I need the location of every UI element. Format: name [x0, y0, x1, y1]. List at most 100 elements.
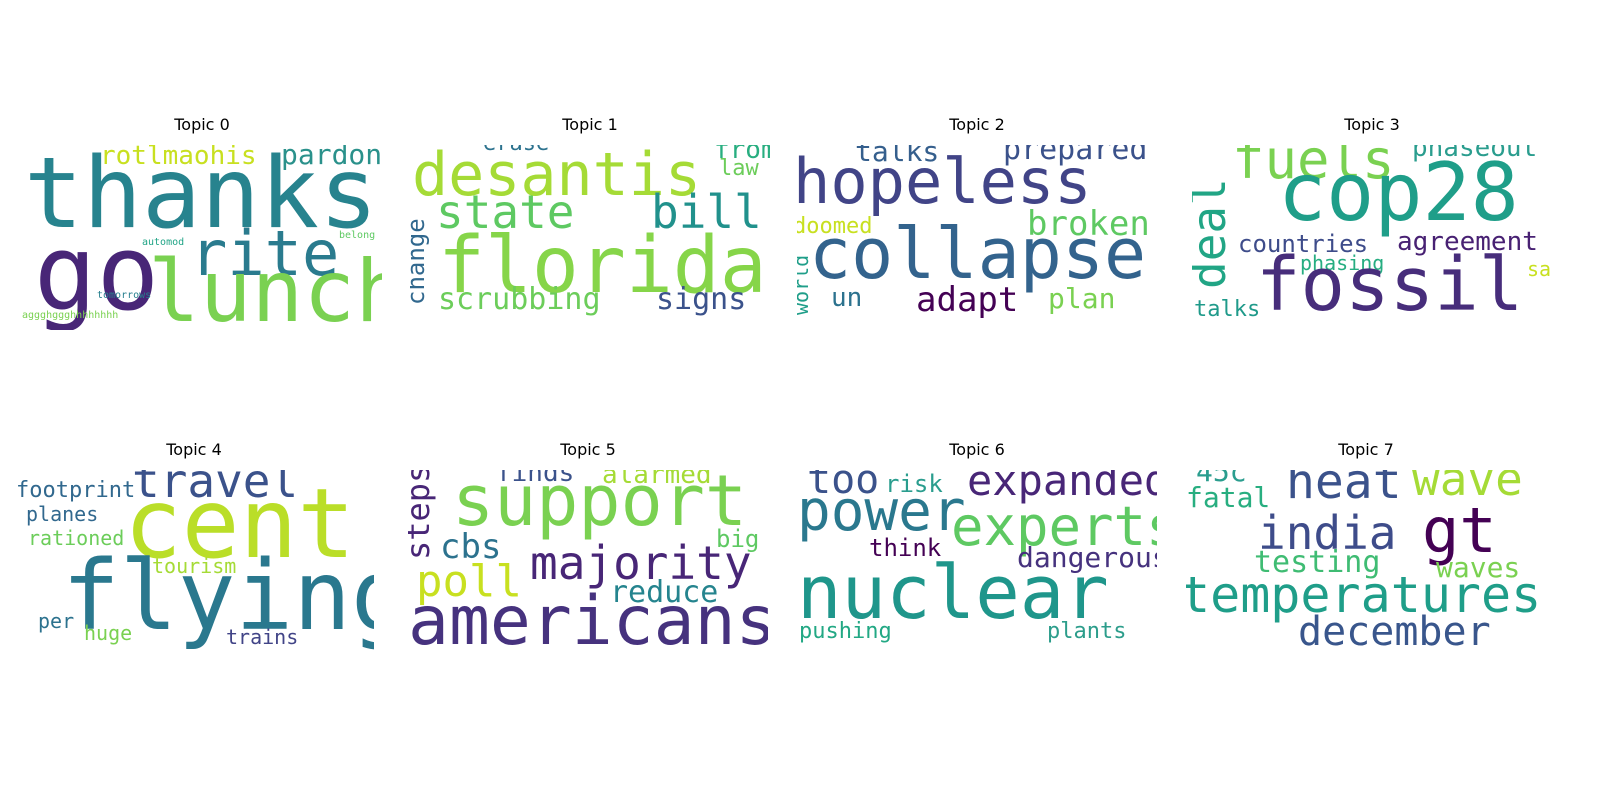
panel-title: Topic 3 [1344, 115, 1400, 134]
cloud-word: change [410, 218, 430, 305]
cloud-word: wave [1412, 470, 1523, 506]
cloud-word: 45c [1196, 470, 1247, 488]
cloud-word: aggghggghhhhhhhh [22, 310, 119, 321]
cloud-word: broken [1027, 204, 1150, 244]
cloud-word: scrubbing [438, 282, 601, 317]
cloud-word: steps [408, 470, 437, 560]
cloud-word: rotlmaohis [100, 145, 257, 171]
cloud-word: from [714, 145, 770, 165]
cloud-word: pardon [281, 145, 382, 171]
word-cloud: thanks go rite lunch rotlmaohis pardon a… [22, 145, 382, 330]
panel-title: Topic 6 [949, 440, 1005, 459]
cloud-word: prepared [1003, 145, 1148, 167]
cloud-word: temperatures [1186, 566, 1542, 624]
cloud-word: doomed [797, 214, 873, 239]
cloud-word: dangerous [1017, 541, 1157, 574]
word-cloud: hopeless collapse talks prepared broken … [797, 145, 1157, 330]
cloud-word: alarmed [602, 470, 712, 490]
cloud-word: state [436, 185, 575, 239]
cloud-word: fossil [1256, 242, 1524, 328]
topic-panel-3: Topic 3 fuels cop28 deal phaseout countr… [1192, 115, 1552, 330]
cloud-word: thanks [24, 145, 379, 251]
topic-panel-4: Topic 4 travel cent flying footprint pla… [14, 440, 374, 655]
cloud-word: poll [416, 556, 522, 607]
cloud-word: tomorrows [97, 290, 152, 301]
panel-title: Topic 2 [949, 115, 1005, 134]
cloud-word: automod [142, 237, 185, 248]
cloud-word: belong [339, 230, 376, 241]
panel-title: Topic 7 [1338, 440, 1394, 459]
cloud-word: go [34, 212, 160, 330]
cloud-word: nuclear [797, 550, 1109, 636]
cloud-word: lunch [148, 242, 382, 330]
cloud-word: waves [1436, 551, 1521, 584]
topic-panel-2: Topic 2 hopeless collapse talks prepared… [797, 115, 1157, 330]
cloud-word: world [797, 254, 813, 315]
cloud-word: plan [1048, 282, 1116, 315]
cloud-word: plants [1047, 619, 1127, 644]
cloud-word: too [807, 470, 880, 503]
cloud-word: phasing [1300, 251, 1385, 275]
word-cloud: support steps finds alarmed big cbs majo… [408, 470, 768, 655]
cloud-word: un [831, 283, 863, 313]
word-cloud: fuels cop28 deal phaseout countries agre… [1192, 145, 1552, 330]
topic-panel-7: Topic 7 45c fatal heat wave india gt tes… [1186, 440, 1546, 655]
cloud-word: adapt [916, 280, 1019, 320]
topic-panel-1: Topic 1 desantis state bill florida eras… [410, 115, 770, 330]
cloud-word: cent [124, 470, 356, 580]
cloud-word: countries [1238, 230, 1369, 258]
cloud-word: footprint [16, 478, 136, 503]
cloud-word: india [1258, 506, 1397, 560]
cloud-word: erase [483, 145, 549, 155]
cloud-word: cbs [440, 527, 502, 567]
cloud-word: planes [26, 502, 99, 526]
cloud-word: risk [885, 470, 943, 498]
cloud-word: law [719, 156, 759, 181]
cloud-word: think [869, 534, 942, 562]
topic-panel-5: Topic 5 support steps finds alarmed big … [408, 440, 768, 655]
cloud-word: december [1298, 609, 1491, 655]
topic-panel-6: Topic 6 too risk expanded power experts … [797, 440, 1157, 655]
cloud-word: travel [132, 470, 299, 508]
cloud-word: americans [408, 582, 768, 656]
word-cloud: desantis state bill florida erase from l… [410, 145, 770, 330]
cloud-word: testing [1254, 545, 1381, 580]
cloud-word: rite [190, 217, 340, 290]
cloud-word: desantis [412, 145, 701, 210]
cloud-word: collapse [809, 213, 1147, 295]
cloud-word: deal [1192, 178, 1236, 289]
cloud-word: experts [951, 495, 1157, 558]
cloud-word: agreement [1397, 227, 1538, 257]
cloud-word: signs [656, 282, 747, 317]
cloud-word: pushing [799, 619, 892, 644]
cloud-word: heat [1286, 470, 1402, 510]
cloud-word: bill [651, 185, 762, 239]
panel-title: Topic 4 [166, 440, 222, 459]
cloud-word: trains [226, 625, 299, 649]
word-cloud: too risk expanded power experts think da… [797, 470, 1157, 655]
cloud-word: big [716, 525, 760, 553]
cloud-word: power [797, 479, 966, 544]
cloud-word: majority [530, 536, 752, 590]
cloud-word: rationed [28, 526, 125, 550]
cloud-word: talks [855, 145, 940, 168]
cloud-word: phaseout [1412, 145, 1538, 163]
cloud-word: huge [84, 621, 133, 645]
cloud-word: reduce [610, 575, 719, 610]
cloud-word: per [38, 609, 75, 633]
cloud-word: cop28 [1278, 146, 1519, 239]
word-cloud: 45c fatal heat wave india gt testing wav… [1186, 470, 1546, 655]
topic-panel-0: Topic 0 thanks go rite lunch rotlmaohis … [22, 115, 382, 330]
cloud-word: florida [438, 221, 767, 311]
cloud-word: flying [62, 540, 374, 652]
cloud-word: finds [496, 470, 575, 488]
cloud-word: tourism [152, 554, 237, 578]
cloud-word: hopeless [797, 145, 1092, 218]
panel-title: Topic 5 [560, 440, 616, 459]
cloud-word: talks [1194, 297, 1261, 322]
cloud-word: expanded [967, 470, 1157, 505]
cloud-word: sa [1527, 257, 1552, 281]
cloud-word: fatal [1186, 481, 1271, 514]
cloud-word: gt [1422, 494, 1497, 567]
panel-title: Topic 0 [174, 115, 230, 134]
